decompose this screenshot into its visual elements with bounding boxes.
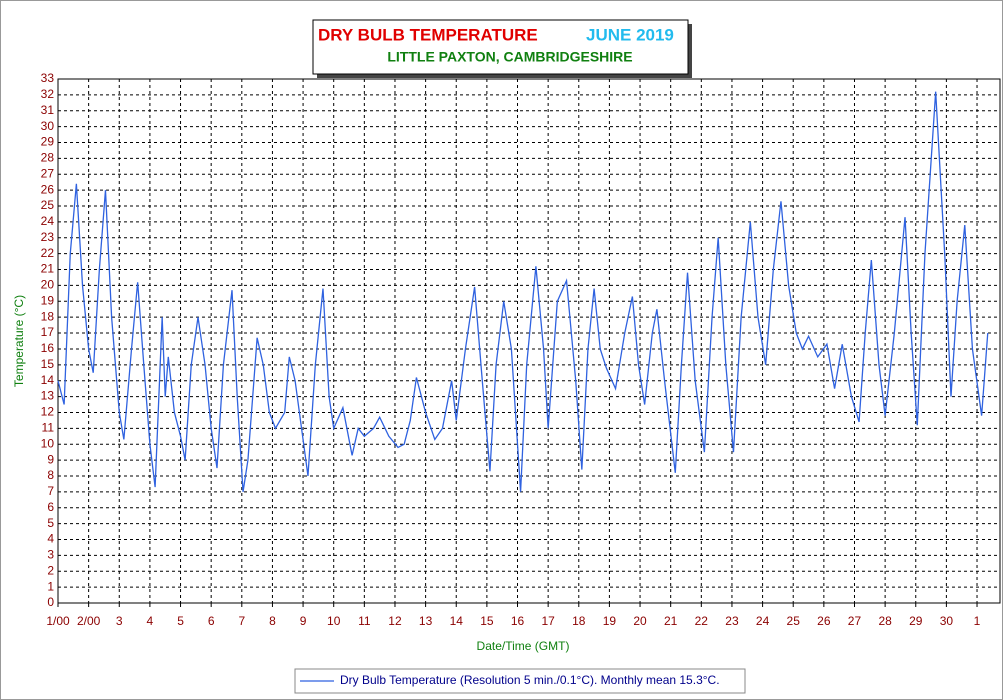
x-tick-label: 7 bbox=[238, 614, 245, 628]
y-tick-label: 8 bbox=[47, 468, 54, 482]
x-tick-label: 27 bbox=[848, 614, 862, 628]
x-tick-label: 9 bbox=[300, 614, 307, 628]
x-tick-label: 17 bbox=[541, 614, 555, 628]
x-tick-label: 10 bbox=[327, 614, 341, 628]
legend-label: Dry Bulb Temperature (Resolution 5 min./… bbox=[340, 673, 720, 687]
y-tick-label: 13 bbox=[41, 389, 55, 403]
chart-title: DRY BULB TEMPERATURE bbox=[318, 25, 538, 44]
x-tick-label: 1/00 bbox=[46, 614, 70, 628]
x-tick-label: 21 bbox=[664, 614, 678, 628]
x-tick-label: 18 bbox=[572, 614, 586, 628]
y-tick-label: 25 bbox=[41, 198, 55, 212]
x-tick-label: 14 bbox=[450, 614, 464, 628]
y-tick-label: 14 bbox=[41, 373, 55, 387]
legend bbox=[294, 668, 746, 694]
y-tick-label: 6 bbox=[47, 500, 54, 514]
y-tick-label: 20 bbox=[41, 278, 55, 292]
x-tick-label: 1 bbox=[974, 614, 981, 628]
x-tick-label: 23 bbox=[725, 614, 739, 628]
x-tick-label: 11 bbox=[358, 614, 371, 628]
y-tick-label: 3 bbox=[47, 548, 54, 562]
y-tick-label: 18 bbox=[41, 309, 55, 323]
x-tick-label: 13 bbox=[419, 614, 433, 628]
y-tick-label: 5 bbox=[47, 516, 54, 530]
x-tick-label: 4 bbox=[147, 614, 154, 628]
x-tick-label: 19 bbox=[603, 614, 617, 628]
y-tick-label: 1 bbox=[47, 579, 54, 593]
y-tick-label: 26 bbox=[41, 182, 55, 196]
y-tick-label: 17 bbox=[41, 325, 55, 339]
x-tick-label: 30 bbox=[940, 614, 954, 628]
x-tick-label: 15 bbox=[480, 614, 494, 628]
x-tick-label: 26 bbox=[817, 614, 831, 628]
y-tick-label: 2 bbox=[47, 563, 54, 577]
chart-title-period: JUNE 2019 bbox=[586, 25, 674, 44]
title-box bbox=[312, 19, 689, 75]
x-tick-label: 29 bbox=[909, 614, 923, 628]
x-tick-label: 20 bbox=[633, 614, 647, 628]
y-tick-label: 4 bbox=[47, 532, 54, 546]
plot-border bbox=[57, 78, 1001, 604]
y-tick-label: 0 bbox=[47, 595, 54, 609]
x-tick-label: 5 bbox=[177, 614, 184, 628]
x-tick-label: 16 bbox=[511, 614, 525, 628]
chart-subtitle: LITTLE PAXTON, CAMBRIDGESHIRE bbox=[387, 49, 632, 65]
y-tick-label: 29 bbox=[41, 135, 55, 149]
x-tick-label: 12 bbox=[388, 614, 402, 628]
x-tick-label: 6 bbox=[208, 614, 215, 628]
y-tick-label: 9 bbox=[47, 452, 54, 466]
y-tick-label: 22 bbox=[41, 246, 55, 260]
x-tick-label: 8 bbox=[269, 614, 276, 628]
x-tick-label: 25 bbox=[787, 614, 801, 628]
x-tick-label: 2/00 bbox=[77, 614, 101, 628]
y-tick-label: 31 bbox=[41, 103, 55, 117]
y-tick-label: 23 bbox=[41, 230, 55, 244]
y-tick-label: 7 bbox=[47, 484, 54, 498]
y-tick-label: 19 bbox=[41, 293, 55, 307]
y-tick-label: 30 bbox=[41, 119, 55, 133]
y-tick-label: 10 bbox=[41, 436, 55, 450]
y-tick-label: 28 bbox=[41, 151, 55, 165]
data-line bbox=[57, 91, 989, 492]
y-tick-label: 11 bbox=[42, 421, 55, 435]
x-tick-label: 22 bbox=[695, 614, 709, 628]
y-tick-label: 21 bbox=[41, 262, 55, 276]
y-tick-label: 24 bbox=[41, 214, 55, 228]
x-axis-label: Date/Time (GMT) bbox=[477, 639, 570, 653]
y-axis-label: Temperature (°C) bbox=[12, 295, 26, 387]
y-tick-label: 27 bbox=[41, 166, 55, 180]
x-tick-label: 3 bbox=[116, 614, 123, 628]
y-tick-label: 12 bbox=[41, 405, 55, 419]
x-tick-label: 28 bbox=[878, 614, 892, 628]
y-tick-label: 16 bbox=[41, 341, 55, 355]
x-tick-label: 24 bbox=[756, 614, 770, 628]
y-tick-label: 15 bbox=[41, 357, 55, 371]
y-tick-label: 32 bbox=[41, 87, 55, 101]
y-tick-label: 33 bbox=[41, 71, 55, 85]
